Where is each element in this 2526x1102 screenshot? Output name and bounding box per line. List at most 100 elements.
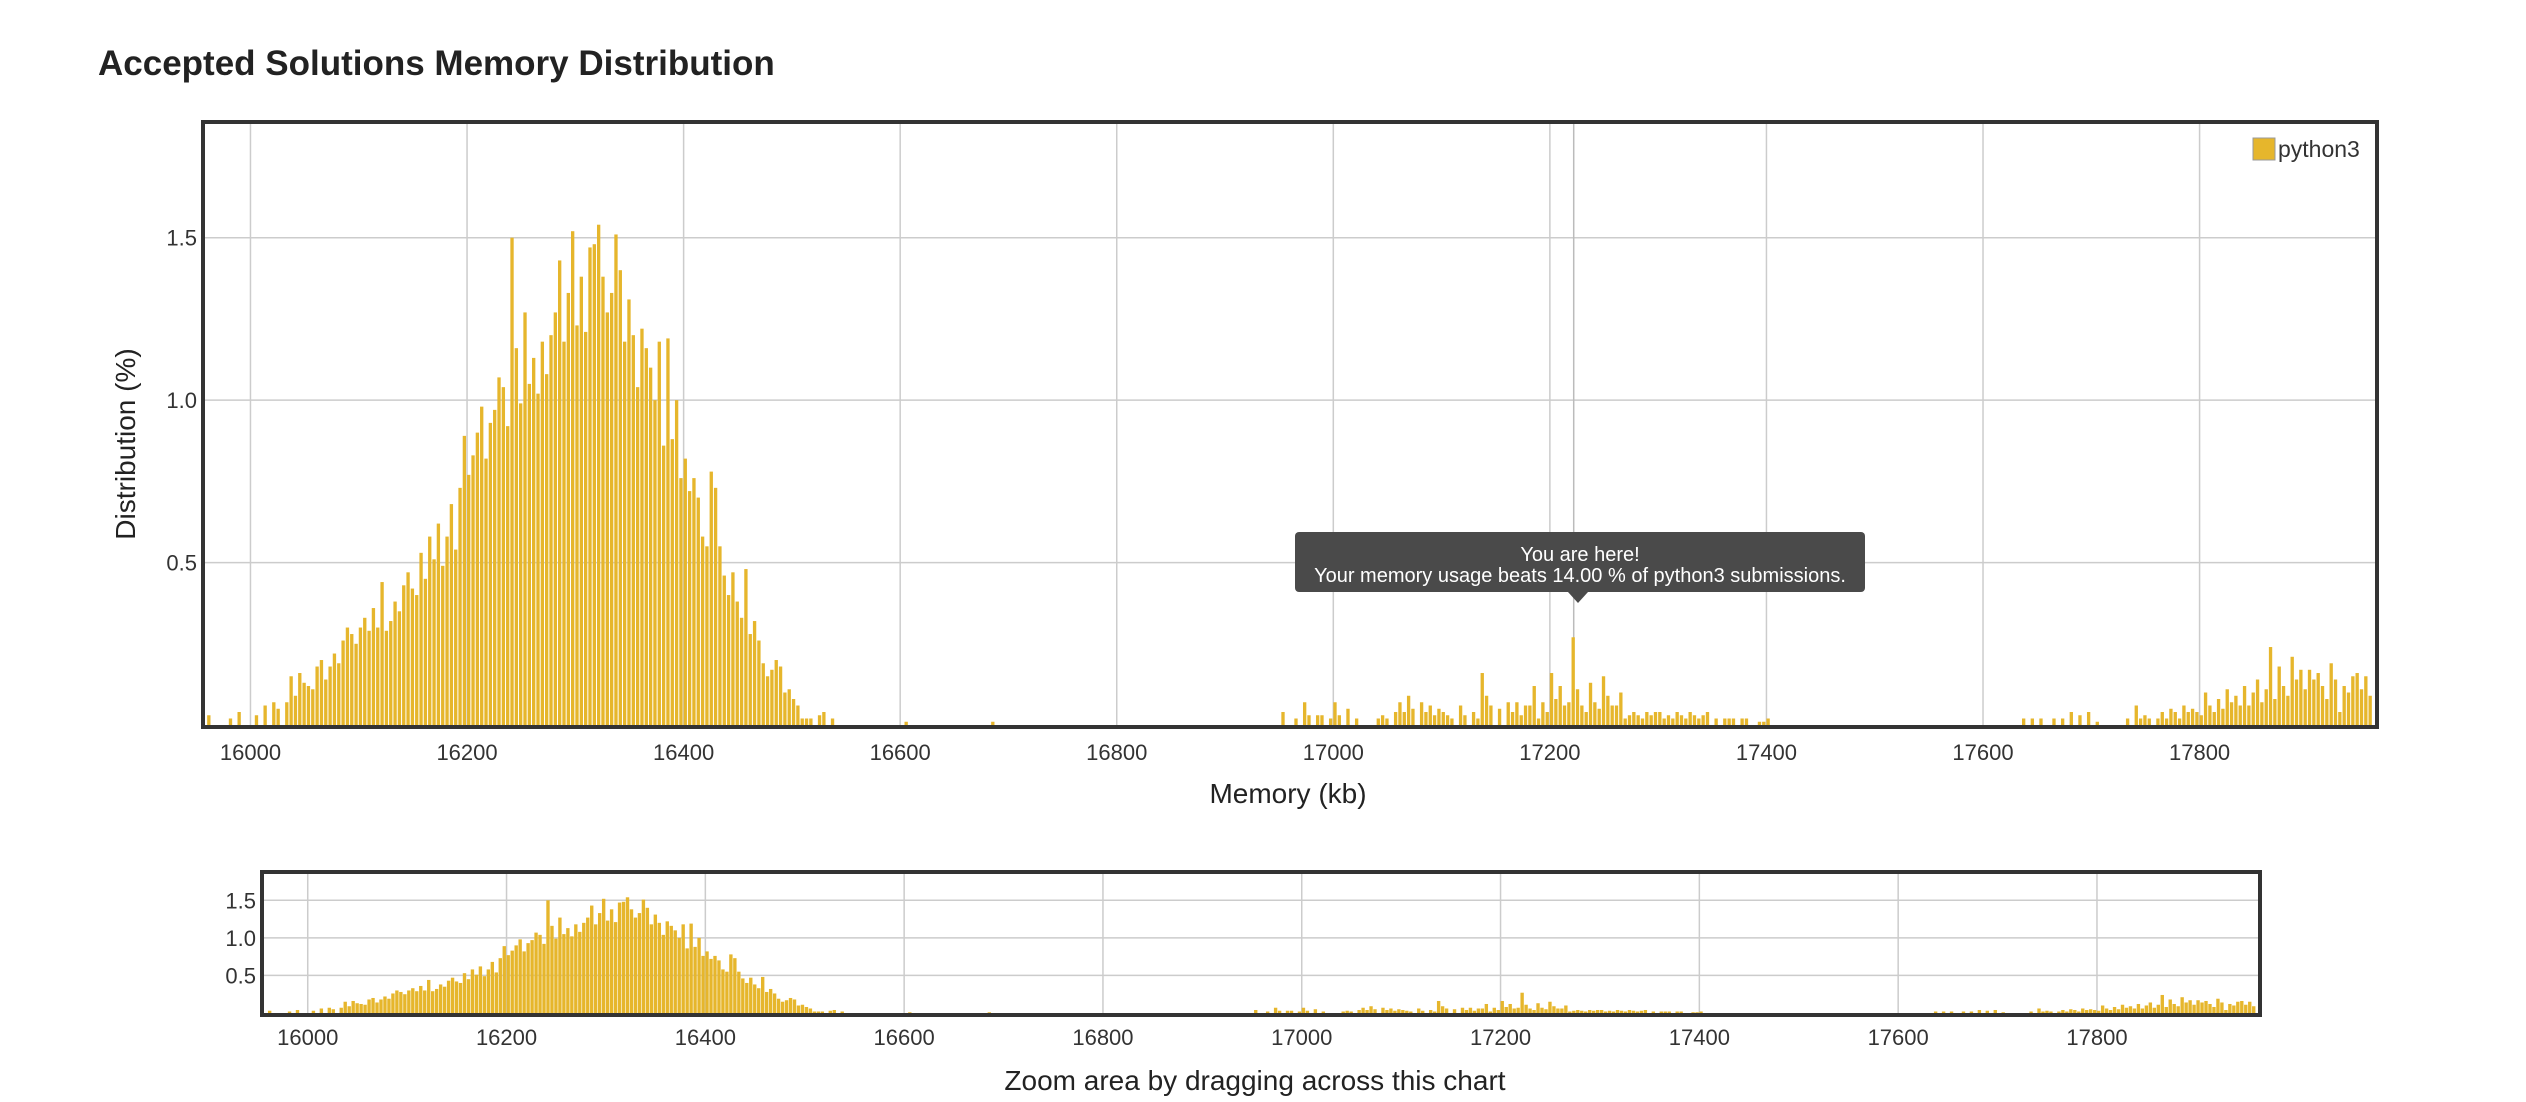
navigator-bar[interactable] <box>1659 1011 1663 1013</box>
main-bar[interactable] <box>2338 712 2342 725</box>
main-bar[interactable] <box>302 682 306 725</box>
navigator-bar[interactable] <box>2085 1009 2089 1013</box>
navigator-bar[interactable] <box>1361 1007 1365 1013</box>
navigator-bar[interactable] <box>486 969 491 1013</box>
navigator-bar[interactable] <box>1405 1010 1409 1013</box>
main-bar[interactable] <box>1580 705 1584 725</box>
navigator-bar[interactable] <box>780 1001 785 1013</box>
navigator-bar[interactable] <box>741 978 745 1013</box>
main-bar[interactable] <box>272 702 276 725</box>
main-bar[interactable] <box>428 536 432 725</box>
navigator-bar[interactable] <box>2089 1009 2093 1013</box>
navigator-bar[interactable] <box>1401 1009 1405 1013</box>
main-bar[interactable] <box>2286 695 2290 725</box>
navigator-bar[interactable] <box>287 1011 292 1013</box>
main-bar[interactable] <box>2333 679 2338 725</box>
navigator-bar[interactable] <box>641 899 646 1013</box>
main-bar[interactable] <box>1346 708 1350 725</box>
main-bar[interactable] <box>1424 712 1428 725</box>
navigator-bar[interactable] <box>1941 1011 1946 1013</box>
navigator-bar[interactable] <box>562 934 566 1013</box>
main-bar[interactable] <box>722 575 726 725</box>
navigator-bar[interactable] <box>1627 1009 1632 1013</box>
main-bar[interactable] <box>1432 715 1437 725</box>
main-bar[interactable] <box>506 426 510 725</box>
main-bar[interactable] <box>1532 686 1536 725</box>
main-bar[interactable] <box>744 569 748 725</box>
navigator-bar[interactable] <box>2204 1000 2208 1013</box>
navigator-bar[interactable] <box>566 928 570 1013</box>
navigator-bar[interactable] <box>2092 1009 2097 1013</box>
main-bar[interactable] <box>592 244 596 725</box>
navigator-bar[interactable] <box>375 1002 379 1013</box>
navigator-bar[interactable] <box>757 988 761 1013</box>
main-bar[interactable] <box>1428 705 1432 725</box>
main-bar[interactable] <box>527 383 532 725</box>
main-bar[interactable] <box>804 718 809 725</box>
main-bar[interactable] <box>2312 679 2316 725</box>
main-bar[interactable] <box>1328 718 1333 725</box>
main-bar[interactable] <box>2173 712 2177 725</box>
navigator-bar[interactable] <box>419 985 423 1013</box>
main-bar[interactable] <box>2281 686 2286 725</box>
main-bar[interactable] <box>545 374 549 725</box>
main-bar[interactable] <box>588 247 592 725</box>
navigator-bar[interactable] <box>1599 1009 1604 1013</box>
main-bar[interactable] <box>609 292 614 725</box>
main-bar[interactable] <box>1320 715 1324 725</box>
navigator-bar[interactable] <box>840 1011 844 1013</box>
navigator-bar[interactable] <box>1432 1011 1437 1013</box>
main-bar[interactable] <box>2251 692 2255 725</box>
main-bar[interactable] <box>1658 712 1662 725</box>
main-bar[interactable] <box>1315 715 1320 725</box>
navigator-bar[interactable] <box>1949 1011 1954 1013</box>
navigator-bar[interactable] <box>2160 994 2164 1013</box>
navigator-bar[interactable] <box>1409 1011 1413 1013</box>
navigator-bar[interactable] <box>2140 1008 2145 1013</box>
navigator-bar[interactable] <box>2108 1009 2113 1013</box>
navigator-bar[interactable] <box>482 976 487 1013</box>
main-bar[interactable] <box>549 335 553 725</box>
navigator-bar[interactable] <box>415 991 419 1013</box>
main-bar[interactable] <box>532 357 536 725</box>
main-bar[interactable] <box>696 497 700 725</box>
main-bar[interactable] <box>445 536 449 725</box>
main-bar[interactable] <box>2203 692 2208 725</box>
main-bar[interactable] <box>614 234 618 726</box>
navigator-bar[interactable] <box>2077 1011 2081 1013</box>
navigator-bar[interactable] <box>1504 1006 1508 1013</box>
navigator-bar[interactable] <box>657 922 662 1013</box>
main-bar[interactable] <box>1437 708 1441 725</box>
main-bar[interactable] <box>1662 718 1666 725</box>
navigator-bar[interactable] <box>1536 1003 1540 1013</box>
navigator-bar[interactable] <box>1452 1009 1457 1013</box>
main-bar[interactable] <box>1705 712 1710 725</box>
navigator-bar[interactable] <box>1993 1009 1997 1013</box>
navigator-bar[interactable] <box>411 988 415 1013</box>
main-bar[interactable] <box>787 689 791 725</box>
navigator-bar[interactable] <box>498 958 502 1013</box>
navigator-bar[interactable] <box>908 1012 912 1013</box>
main-bar[interactable] <box>536 393 540 725</box>
navigator-bar[interactable] <box>749 977 753 1013</box>
main-bar[interactable] <box>289 676 293 725</box>
main-bar[interactable] <box>640 328 644 725</box>
navigator-bar[interactable] <box>470 969 475 1013</box>
main-bar[interactable] <box>739 617 744 725</box>
main-bar[interactable] <box>393 601 397 725</box>
navigator-bar[interactable] <box>1444 1008 1449 1013</box>
main-bar[interactable] <box>1727 718 1731 725</box>
main-bar[interactable] <box>358 627 363 725</box>
navigator-bar[interactable] <box>665 921 669 1013</box>
main-bar[interactable] <box>1666 715 1671 725</box>
navigator-bar[interactable] <box>637 913 642 1013</box>
main-bar[interactable] <box>1744 718 1749 725</box>
navigator-bar[interactable] <box>812 1011 817 1013</box>
main-bar[interactable] <box>1476 718 1480 725</box>
navigator-bar[interactable] <box>1985 1010 1990 1013</box>
main-bar[interactable] <box>1354 718 1359 725</box>
navigator-bar[interactable] <box>1576 1009 1580 1013</box>
navigator-bar[interactable] <box>792 999 797 1013</box>
main-bar[interactable] <box>731 572 735 725</box>
